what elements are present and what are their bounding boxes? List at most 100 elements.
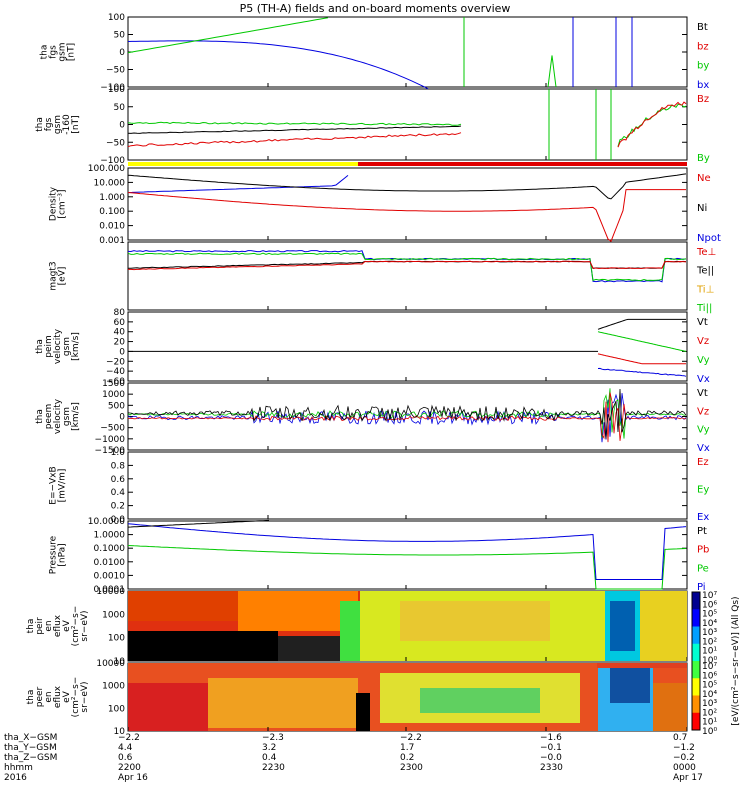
y-axis-label-line: peer xyxy=(35,686,45,707)
y-tick-label: 500 xyxy=(108,401,125,411)
x-tick-label: −0.2 xyxy=(673,753,695,763)
y-axis-label-line: [nT] xyxy=(71,115,81,133)
y-tick-label: 100 xyxy=(108,85,125,95)
chart-title: P5 (TH-A) fields and on-board moments ov… xyxy=(239,2,511,15)
y-axis-label: E=−VxB[mV/m] xyxy=(49,466,68,504)
y-axis-label-line: eV xyxy=(62,619,72,632)
y-axis-label-line: Pressure xyxy=(49,535,59,574)
colorbar-tick-label: 10⁰ xyxy=(702,727,717,737)
y-axis-label-line: gsm xyxy=(58,42,68,61)
y-axis-label-line: Density xyxy=(49,186,59,221)
y-axis-label-line: [cm⁻³] xyxy=(58,189,68,218)
x-tick-label: −0.0 xyxy=(540,753,562,763)
panel-fgs_dsl: thafgsgsm-160[nT] xyxy=(35,88,688,161)
series-Bz xyxy=(127,132,462,148)
y-tick-label: 1500 xyxy=(102,379,125,389)
colorbar-tick-label: 10⁴ xyxy=(702,619,717,629)
panel-frame xyxy=(127,451,688,520)
legend-entry: Te⊥ xyxy=(696,247,716,258)
heatmap-cell xyxy=(640,591,687,661)
y-axis-label: Density[cm⁻³] xyxy=(49,186,68,221)
legend-entry: Pb xyxy=(697,545,709,556)
series-Ne xyxy=(127,189,686,243)
y-tick-label: 1.0000 xyxy=(94,531,126,541)
legend-entry: Pi xyxy=(697,582,706,593)
y-axis-label-line: tha xyxy=(35,339,45,354)
panel-density: Density[cm⁻³] xyxy=(49,167,688,241)
y-axis-label-line: [km/s] xyxy=(71,402,81,431)
legend-entry: Ne xyxy=(697,173,711,184)
series-Vt-late xyxy=(597,318,686,330)
x-tick-label: 2230 xyxy=(262,763,285,773)
panel-efield: E=−VxB[mV/m] xyxy=(49,451,688,520)
y-axis-label-line: eflux xyxy=(53,685,63,708)
y-tick-label: 0 xyxy=(119,347,125,357)
x-tick-label: 0.4 xyxy=(262,753,277,763)
panel-temperature: magt3[eV] xyxy=(49,241,688,311)
y-tick-label: 0.2 xyxy=(111,502,125,512)
y-tick-label: −20 xyxy=(106,357,125,367)
colorbar-frame xyxy=(691,591,701,731)
panel-frame xyxy=(127,16,688,88)
panel-peem_velocity: thapeemvelocitygsm[km/s] xyxy=(35,382,688,451)
y-tick-label: 0 xyxy=(119,413,125,423)
y-axis-label-line: peir xyxy=(35,617,45,635)
y-tick-label: 10000 xyxy=(96,659,125,669)
series-bx xyxy=(127,40,429,90)
mode-bar-slow xyxy=(128,162,358,166)
y-axis-label-line: sr−eV) xyxy=(80,610,90,641)
y-tick-label: 50 xyxy=(114,103,126,113)
y-tick-label: 10 xyxy=(114,657,126,667)
colorbar-tick-label: 10⁵ xyxy=(702,681,717,691)
legend-entry: bz xyxy=(697,41,709,52)
colorbar-tick-label: 10¹ xyxy=(702,647,717,657)
y-axis-label-line: peem xyxy=(44,404,54,430)
series-Vt xyxy=(127,388,687,439)
x-tick-label: −2.3 xyxy=(262,733,284,743)
legend-entry: Vt xyxy=(697,388,708,399)
colorbar-segment xyxy=(692,626,700,645)
legend-entry: by xyxy=(697,61,709,72)
y-axis-label-line: gsm xyxy=(62,407,72,426)
series-Vx-late xyxy=(597,367,687,377)
heatmap-cell xyxy=(597,663,687,668)
colorbar-tick-label: 10⁴ xyxy=(702,690,717,700)
panel-peim_velocity: thapeimvelocitygsm[km/s] xyxy=(35,311,688,382)
y-tick-label: 20 xyxy=(114,338,126,348)
y-tick-label: 1.000 xyxy=(99,193,125,203)
series-by-bump xyxy=(547,55,557,88)
y-axis-label-line: velocity xyxy=(53,398,63,434)
heatmap-cell xyxy=(208,678,358,728)
x-tick-label: −0.1 xyxy=(540,743,562,753)
x-tick-label: −1.6 xyxy=(540,733,562,743)
panel-frame xyxy=(127,311,688,382)
x-tick-label: 0000 xyxy=(673,763,696,773)
series-Ti-para xyxy=(127,252,687,282)
legend-entry: Te|| xyxy=(696,266,714,277)
series-By-late xyxy=(617,103,687,147)
y-axis-label-line: E=−VxB xyxy=(49,466,59,504)
x-tick-label: Apr 16 xyxy=(118,773,148,783)
series-Vz xyxy=(127,392,687,443)
y-axis-label: thafgsgsm-160[nT] xyxy=(35,114,81,135)
y-tick-label: 0.1000 xyxy=(94,544,126,554)
y-axis-label-line: [nT] xyxy=(67,43,77,61)
colorbar-tick-label: 10² xyxy=(702,637,717,647)
x-tick-label: 0.7 xyxy=(673,733,687,743)
colorbar-tick-label: 10⁷ xyxy=(702,591,717,601)
x-tick-label: 4.4 xyxy=(118,743,133,753)
colorbar-segment xyxy=(692,609,700,627)
y-tick-label: 0.0001 xyxy=(94,585,126,595)
legend-entry: Ez xyxy=(697,457,709,468)
series-Ni xyxy=(127,173,687,200)
legend-entry: Vz xyxy=(697,336,709,347)
x-tick-label: −2.2 xyxy=(118,733,140,743)
legend-entry: Vy xyxy=(697,425,710,436)
y-tick-label: 1000 xyxy=(102,610,125,620)
heatmap-cell xyxy=(128,631,278,661)
y-tick-label: −50 xyxy=(106,138,125,148)
legend-entry: bx xyxy=(697,80,709,91)
legend-entry: Vy xyxy=(697,355,710,366)
y-axis-label-line: [eV] xyxy=(58,267,68,286)
y-tick-label: −500 xyxy=(100,424,125,434)
